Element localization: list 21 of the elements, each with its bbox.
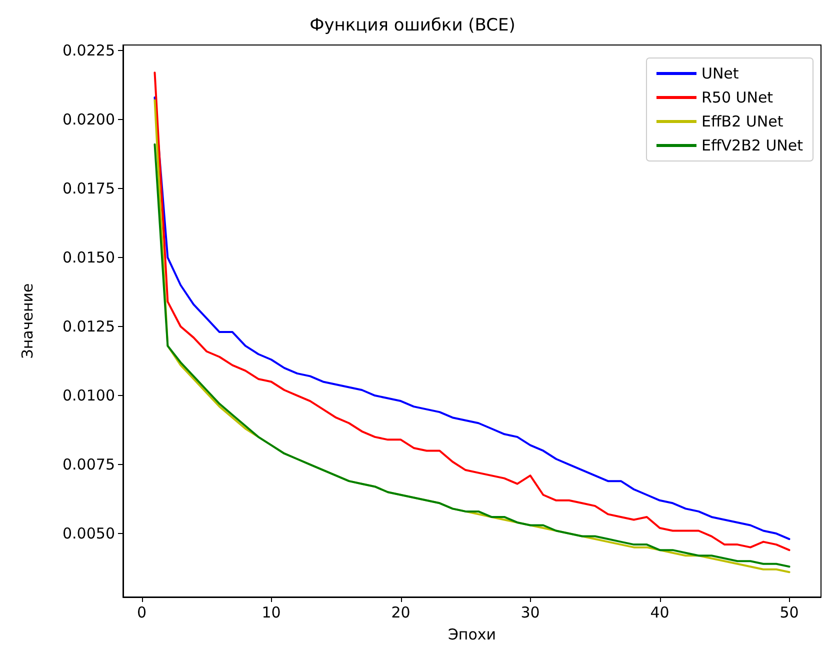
- y-tick-label: 0.0225: [62, 42, 115, 60]
- y-axis-title: Значение: [18, 283, 36, 359]
- y-tick-label: 0.0175: [62, 180, 115, 198]
- x-tick-label: 0: [137, 604, 147, 622]
- y-tick-label: 0.0200: [62, 110, 115, 129]
- legend-label: EffB2 UNet: [701, 112, 784, 130]
- y-tick-label: 0.0100: [62, 386, 115, 405]
- y-tick-label: 0.0150: [62, 248, 115, 267]
- legend-label: R50 UNet: [701, 88, 774, 106]
- x-tick-label: 50: [780, 604, 799, 622]
- y-tick-label: 0.0125: [62, 318, 115, 336]
- x-tick-label: 20: [391, 604, 410, 622]
- legend-label: EffV2B2 UNet: [701, 136, 804, 154]
- x-tick-label: 30: [520, 604, 540, 622]
- x-tick-label: 10: [262, 604, 281, 622]
- y-tick-label: 0.0075: [62, 456, 115, 474]
- legend-label: UNet: [701, 64, 739, 82]
- y-tick-label: 0.0050: [62, 524, 115, 543]
- chart-title: Функция ошибки (BCE): [310, 16, 516, 36]
- x-axis-title: Эпохи: [448, 626, 496, 644]
- x-tick-label: 40: [650, 604, 670, 622]
